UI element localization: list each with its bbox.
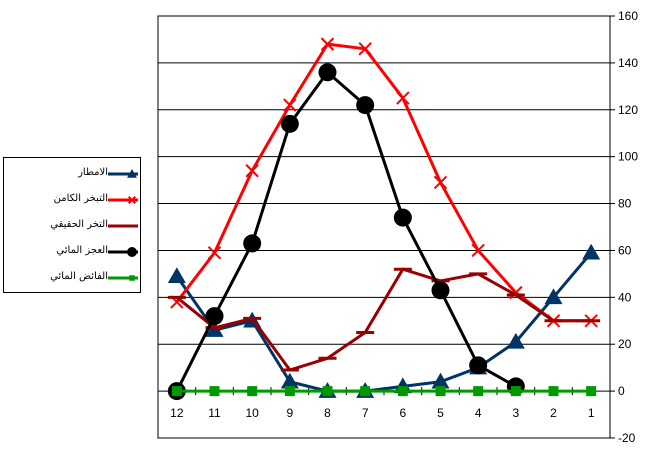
series [167,267,601,372]
x-tick-label: 11 [208,406,221,420]
legend-swatch-circle-icon [108,247,138,257]
plot-area-frame [157,15,611,439]
y-tick-label: 20 [618,337,632,351]
y-tick-label: 40 [618,290,632,304]
x-tick-label: 9 [286,406,293,420]
series-layer [167,37,601,401]
x-tick-label: 3 [512,406,519,420]
data-point [280,372,299,389]
y-axis: -20 0 20 40 60 80 100 120 140 160 [610,9,638,445]
y-tick-label: 60 [618,243,632,257]
legend-swatch-cross-icon [108,195,138,205]
series [167,63,525,401]
x-tick-label: 5 [437,406,444,420]
series-line [175,42,592,323]
y-tick-label: 160 [618,9,638,23]
data-point [473,386,484,397]
data-point [127,247,137,257]
series-line [175,267,592,372]
x-tick-label: 12 [170,406,184,420]
legend-entry-rain: الامطار [4,164,142,184]
data-point [582,243,601,260]
series [171,386,597,397]
data-point [586,386,597,397]
data-point [171,386,182,397]
data-point [320,37,335,51]
x-tick-label: 4 [475,406,482,420]
legend-label: التبخر الكامن [53,193,108,204]
legend-label: الفائض المائي [50,271,108,282]
y-tick-label: -20 [618,431,636,445]
data-point [469,356,488,375]
data-point [356,96,375,115]
y-tick-label: 0 [618,384,625,398]
data-point [397,386,408,397]
data-point [322,386,333,397]
x-axis: 12 11 10 9 8 7 6 5 4 3 2 1 [157,387,611,420]
data-point [127,169,137,178]
data-point [393,208,412,227]
legend-entry-water-deficit: العجز المائي [4,242,142,262]
data-point [209,386,220,397]
data-point [433,175,448,190]
legend-entry-actual-evaporation: التخر الحقيقي [4,216,142,236]
data-point [283,98,297,112]
data-point [358,42,372,56]
x-tick-label: 7 [362,406,369,420]
data-point [284,386,295,397]
data-point [243,234,262,253]
data-point [280,114,299,133]
data-point [431,281,450,300]
y-tick-label: 80 [618,197,632,211]
y-tick-label: 100 [618,150,638,164]
data-point [167,267,186,283]
data-point [548,386,559,397]
series-line [175,70,517,392]
x-tick-label: 1 [588,406,595,420]
x-tick-label: 6 [399,406,406,420]
legend: الامطار التبخر الكامن التخر الحقيقي العج… [3,157,141,293]
x-tick-label: 10 [245,406,259,420]
series-line [175,251,593,393]
legend-label: العجز المائي [56,245,108,256]
legend-entry-potential-evaporation: التبخر الكامن [4,190,142,210]
data-point [544,288,563,305]
data-point [471,243,485,258]
data-point [510,386,521,397]
data-point [207,246,222,260]
legend-label: الامطار [78,167,108,178]
data-point [435,386,446,397]
data-point [396,91,410,105]
x-tick-label: 2 [550,406,557,420]
legend-label: التخر الحقيقي [50,219,108,230]
legend-swatch-square-icon [108,275,138,281]
legend-swatch-dash-icon [108,224,138,228]
data-point [431,372,450,389]
data-point [318,63,337,82]
data-point [205,307,224,326]
data-point [127,195,137,205]
data-point [360,386,371,397]
data-point [506,332,525,349]
data-point [129,275,135,281]
legend-swatch-triangle-icon [108,169,138,178]
data-point [247,386,258,397]
data-point [245,164,259,178]
x-tick-label: 8 [324,406,331,420]
y-tick-label: 120 [618,103,638,117]
series [170,37,598,328]
legend-entry-water-surplus: الفائض المائي [4,268,142,288]
series [167,243,601,398]
y-tick-label: 140 [618,56,638,70]
